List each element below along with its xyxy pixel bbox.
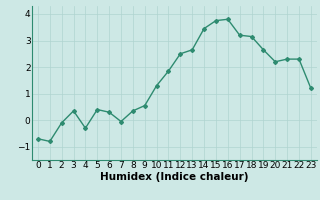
X-axis label: Humidex (Indice chaleur): Humidex (Indice chaleur) xyxy=(100,172,249,182)
